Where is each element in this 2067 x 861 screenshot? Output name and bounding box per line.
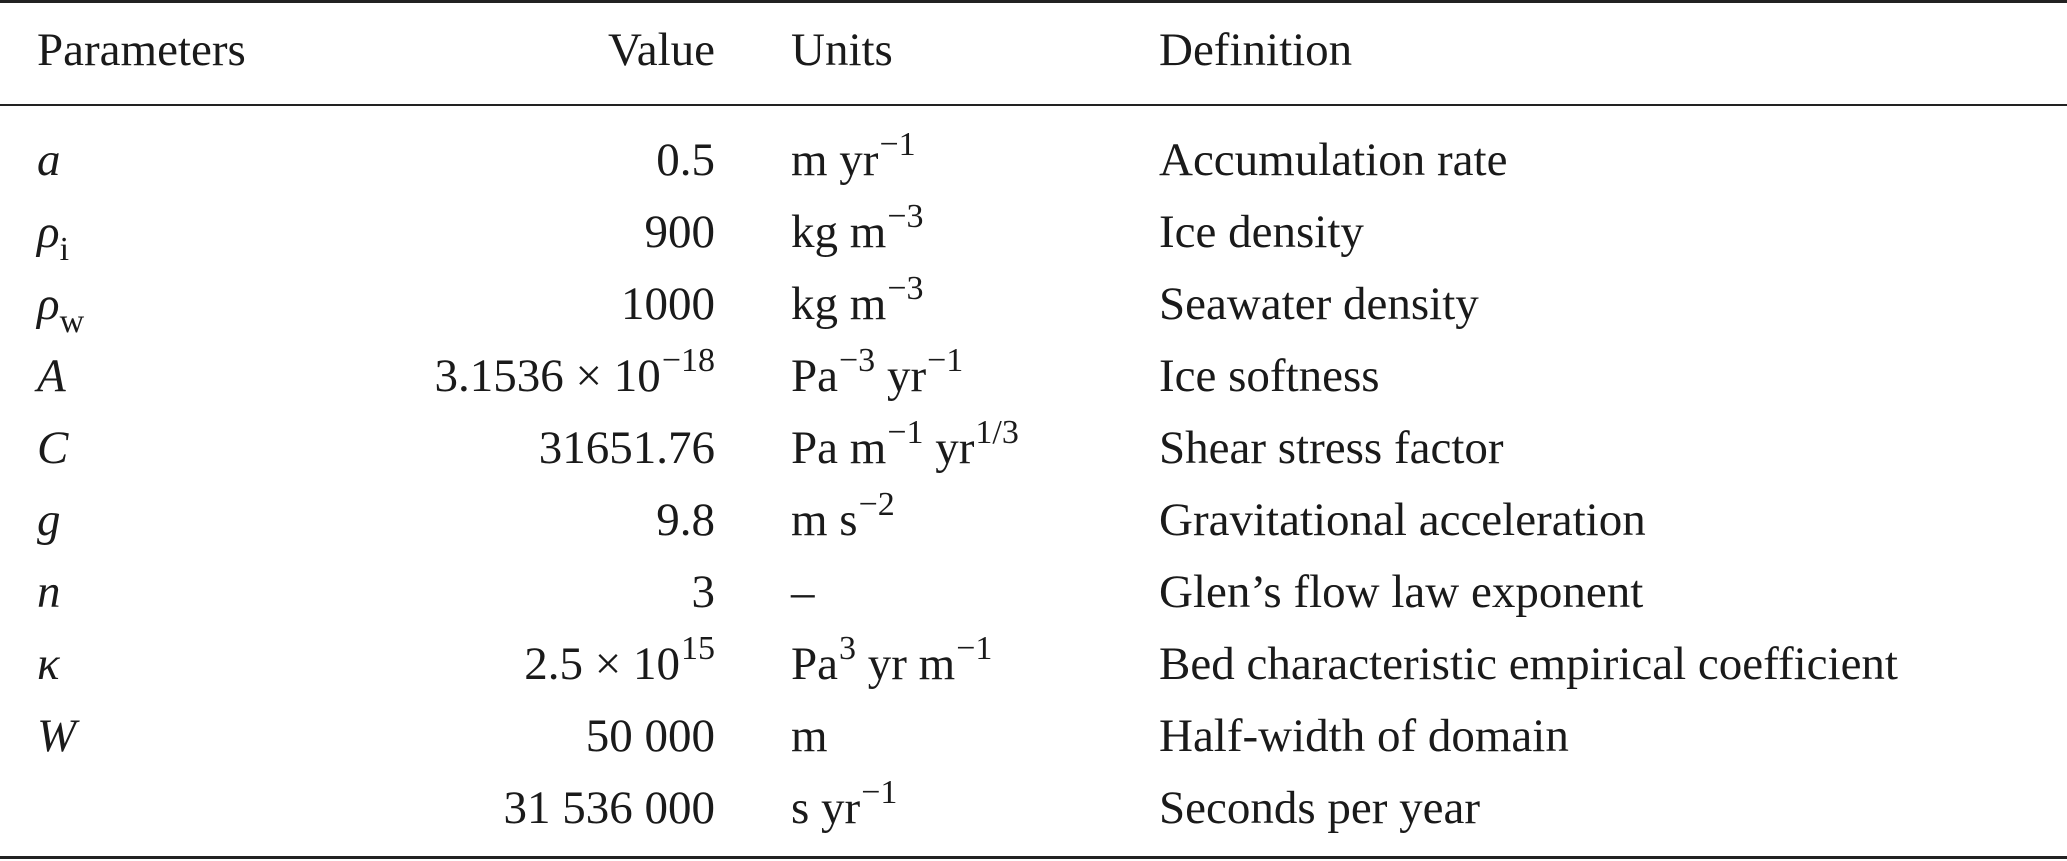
param-definition: Glen’s flow law exponent [1159,566,1644,618]
param-value: 31651.76 [538,422,715,474]
table-row: g 9.8 m s−2 Gravitational acceleration [0,484,2067,556]
table-row: C 31651.76 Pa m−1 yr1/3 Shear stress fac… [0,412,2067,484]
param-definition: Ice density [1159,206,1364,258]
param-units: m [791,710,828,762]
param-units: Pa m−1 yr1/3 [791,414,1019,474]
param-symbol: C [37,422,69,474]
param-symbol: κ [37,638,60,690]
table-row: W 50 000 m Half-width of domain [0,700,2067,772]
param-units: – [791,566,815,618]
param-value: 0.5 [656,134,715,186]
param-definition: Accumulation rate [1159,134,1508,186]
bottom-rule [0,856,2067,859]
param-units: kg m−3 [791,198,924,258]
table-row: ρw 1000 kg m−3 Seawater density [0,268,2067,340]
param-value: 3.1536 × 10−18 [434,342,715,402]
top-rule [0,0,2067,3]
param-definition: Half-width of domain [1159,710,1569,762]
param-value: 50 000 [585,710,715,762]
param-symbol: W [37,710,77,762]
param-symbol: A [37,350,66,402]
param-definition: Seconds per year [1159,782,1481,834]
param-value: 9.8 [656,494,715,546]
param-units: Pa3 yr m−1 [791,630,993,690]
header-value: Value [607,24,715,76]
param-symbol: ρi [37,206,70,268]
param-value: 1000 [621,278,715,330]
param-value: 900 [644,206,716,258]
param-value: 31 536 000 [503,782,716,834]
param-symbol: ρw [37,278,85,340]
param-definition: Ice softness [1159,350,1380,402]
param-definition: Bed characteristic empirical coefficient [1159,638,1898,690]
table-row: A 3.1536 × 10−18 Pa−3 yr−1 Ice softness [0,340,2067,412]
table-row: n 3 – Glen’s flow law exponent [0,556,2067,628]
param-value: 2.5 × 1015 [524,630,715,690]
header-units: Units [791,24,893,76]
table-row: κ 2.5 × 1015 Pa3 yr m−1 Bed characterist… [0,628,2067,700]
param-units: Pa−3 yr−1 [791,342,964,402]
param-definition: Shear stress factor [1159,422,1504,474]
table-row: ρi 900 kg m−3 Ice density [0,196,2067,268]
param-symbol: a [37,134,61,186]
param-definition: Seawater density [1159,278,1479,330]
table-row: a 0.5 m yr−1 Accumulation rate [0,124,2067,196]
param-units: kg m−3 [791,270,924,330]
param-definition: Gravitational acceleration [1159,494,1646,546]
table-header-row: Parameters Value Units Definition [0,14,2067,86]
param-units: m yr−1 [791,126,916,186]
table-row: 31 536 000 s yr−1 Seconds per year [0,772,2067,844]
header-definition: Definition [1159,24,1353,76]
header-rule [0,104,2067,106]
param-units: s yr−1 [791,774,898,834]
param-symbol: n [37,566,61,618]
param-value: 3 [691,566,716,618]
param-symbol: g [37,494,61,546]
param-units: m s−2 [791,486,895,546]
header-parameters: Parameters [37,24,246,76]
